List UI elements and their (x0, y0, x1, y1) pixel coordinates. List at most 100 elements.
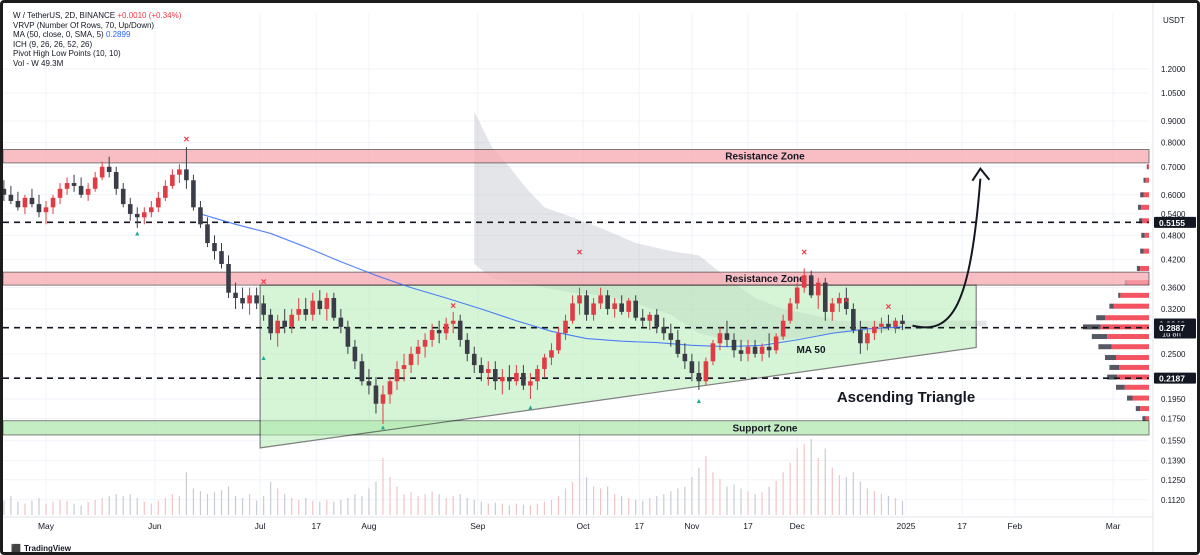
legend-pivot[interactable]: Pivot High Low Points (10, 10) (13, 49, 121, 59)
candle-body (703, 361, 709, 382)
volume-bar (747, 491, 749, 515)
volume-bar (80, 505, 82, 515)
y-tick-label: 0.1250 (1161, 476, 1186, 485)
volume-bar (115, 494, 117, 515)
legend-vol: Vol - W (13, 58, 39, 68)
candle-body (191, 180, 196, 208)
pivot-high-marker: × (577, 247, 583, 258)
candle-body (8, 194, 14, 201)
volume-profile-down (1096, 315, 1105, 321)
candle (226, 255, 231, 298)
candle-body (275, 320, 280, 334)
candle (366, 369, 372, 395)
volume-profile-up (1113, 303, 1149, 309)
candle (640, 309, 646, 327)
volume-bar (698, 467, 700, 515)
price-chart[interactable]: Resistance Zone Resistance Zone Support Zo… (3, 3, 1197, 552)
candle (113, 166, 119, 195)
candle (443, 317, 449, 340)
volume-bar (649, 497, 651, 515)
volume-bar (529, 505, 532, 515)
volume-bar (557, 496, 560, 515)
volume-bar (452, 496, 454, 515)
candle (759, 343, 765, 362)
y-tick-label: 0.1950 (1161, 395, 1186, 404)
candle (717, 326, 723, 351)
volume-bar (45, 503, 47, 515)
candle-body (422, 339, 428, 347)
volume-profile-up (1117, 374, 1149, 380)
candles (3, 147, 905, 424)
candle (422, 333, 428, 358)
volume-bar (31, 500, 33, 515)
candle (626, 297, 631, 318)
y-tick-label: 1.2000 (1161, 65, 1186, 74)
volume-bar (838, 475, 840, 515)
candle (282, 309, 287, 334)
candle-body (219, 251, 224, 264)
volume-bar (389, 477, 391, 515)
volume-bar (157, 500, 159, 515)
candle (598, 287, 603, 309)
candle-body (156, 197, 161, 208)
legend-ma-row[interactable]: MA (50, close, 0, SMA, 5) 0.2899 (13, 30, 181, 40)
legend-symbol-row[interactable]: W / TetherUS, 2D, BINANCE +0.0010 (+0.34… (13, 11, 181, 21)
volume-bar (775, 480, 777, 515)
volume-profile-down (1091, 334, 1108, 340)
candle (794, 282, 800, 309)
candle-body (268, 314, 273, 334)
candle-body (170, 174, 175, 186)
legend-ich[interactable]: ICH (9, 26, 26, 52, 26) (13, 39, 93, 49)
volume-bar (628, 497, 630, 515)
candle (752, 339, 758, 358)
volume-bar (621, 496, 623, 515)
volume-bar (263, 496, 265, 515)
candle-body (29, 197, 35, 205)
tradingview-brand[interactable]: ⬛ TradingView (11, 544, 71, 552)
candle-body (605, 295, 610, 309)
volume-bar (277, 488, 279, 515)
y-tick-label: 0.6000 (1161, 191, 1186, 200)
candle (829, 297, 835, 321)
candle-body (815, 282, 821, 296)
volume-bar (108, 496, 110, 515)
candle (471, 346, 477, 373)
x-tick-label: Feb (1007, 521, 1022, 531)
candle (485, 361, 491, 386)
candle (879, 317, 884, 334)
candle (675, 330, 681, 358)
candle-body (858, 330, 863, 344)
volume-bar (592, 486, 595, 515)
candle (233, 282, 238, 309)
candle (141, 207, 147, 225)
candle (401, 353, 407, 382)
candle-body (359, 361, 365, 382)
candle (387, 377, 393, 404)
candle-body (317, 300, 323, 309)
candle (556, 326, 561, 354)
volume-bar (291, 497, 293, 515)
volume-bar (403, 494, 405, 515)
volume-profile-up (1143, 192, 1149, 198)
volume-bar (670, 491, 672, 515)
volume-bar (501, 503, 503, 515)
volume-bar (866, 488, 868, 515)
volume-bar (564, 488, 567, 515)
candle (303, 297, 309, 321)
volume-profile-up (1140, 265, 1149, 271)
candle-body (149, 207, 154, 213)
candle (85, 183, 91, 201)
legend-vol-row[interactable]: Vol - W 49.3M (13, 59, 181, 69)
x-tick-label: Dec (790, 521, 806, 531)
legend-vrvp[interactable]: VRVP (Number Of Rows, 70, Up/Down) (13, 20, 155, 30)
zone-rect (3, 420, 1150, 436)
candle-body (261, 303, 266, 315)
volume-profile-down (1116, 384, 1125, 390)
volume-bar (768, 486, 770, 515)
volume-bar (347, 497, 349, 515)
volume-bar (178, 496, 180, 515)
candle-body (654, 314, 660, 327)
volume-bar (705, 456, 707, 515)
candle (507, 365, 512, 390)
volume-bar (543, 501, 546, 515)
